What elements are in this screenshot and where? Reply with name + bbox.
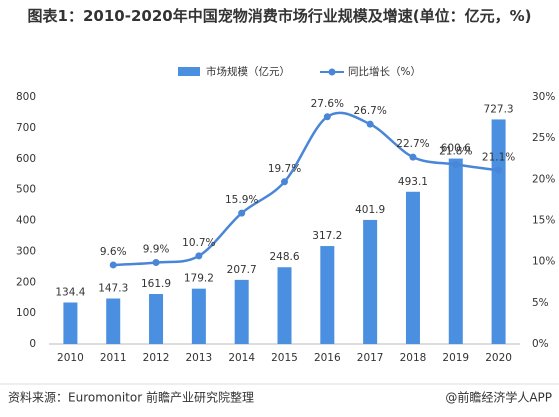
line-marker (323, 113, 331, 121)
y-tick-label: 300 (16, 245, 36, 257)
legend-label: 同比增长（%） (348, 65, 421, 78)
x-tick-label: 2013 (185, 352, 212, 364)
bar-label: 317.2 (312, 230, 342, 242)
y-tick-label: 800 (16, 91, 36, 103)
x-tick-label: 2010 (57, 352, 84, 364)
bar-label: 147.3 (98, 283, 128, 295)
x-tick-label: 2020 (485, 352, 512, 364)
y2-tick-label: 0% (532, 338, 549, 350)
line-marker (109, 261, 117, 269)
y2-tick-label: 5% (532, 297, 549, 309)
bar-label: 727.3 (484, 103, 514, 115)
x-tick-label: 2015 (271, 352, 298, 364)
bar-label: 134.4 (55, 287, 85, 299)
y2-tick-label: 30% (532, 91, 555, 103)
bar (363, 219, 378, 344)
bar (234, 279, 249, 344)
y-tick-label: 600 (16, 153, 36, 165)
bar-label: 207.7 (227, 264, 257, 276)
y-tick-label: 0 (29, 338, 36, 350)
bar-label: 600.6 (441, 143, 471, 155)
y2-tick-label: 20% (532, 173, 555, 185)
y-tick-label: 100 (16, 307, 36, 319)
line-label: 21.8% (439, 146, 472, 158)
legend-swatch (178, 67, 200, 76)
bar (106, 298, 121, 344)
line-label: 10.7% (182, 237, 215, 249)
x-tick-label: 2012 (143, 352, 170, 364)
x-tick-label: 2018 (400, 352, 427, 364)
y-tick-label: 400 (16, 215, 36, 227)
bar (448, 158, 463, 344)
bar (149, 294, 164, 344)
bar (277, 267, 292, 344)
line-marker (366, 120, 374, 128)
line-label: 27.6% (311, 98, 344, 110)
bar-label: 179.2 (184, 273, 214, 285)
x-tick-label: 2016 (314, 352, 341, 364)
x-tick-label: 2017 (357, 352, 384, 364)
bar-label: 248.6 (269, 251, 299, 263)
y-tick-label: 500 (16, 184, 36, 196)
source: 资料来源：Euromonitor 前瞻产业研究院整理 (8, 390, 254, 405)
bar (191, 288, 206, 344)
line-marker (409, 153, 417, 161)
legend-swatch (328, 68, 336, 76)
line-marker (281, 178, 288, 186)
bar (320, 246, 335, 344)
line-marker (152, 258, 160, 266)
bar-label: 401.9 (355, 204, 385, 216)
line-label: 22.7% (396, 138, 429, 150)
bar (405, 191, 420, 344)
line-label: 26.7% (353, 105, 386, 117)
y-tick-label: 700 (16, 122, 36, 134)
line (113, 111, 499, 267)
line-marker (452, 161, 460, 169)
line-marker (495, 166, 503, 174)
line-label: 9.6% (100, 246, 127, 258)
line-marker (195, 252, 203, 260)
x-tick-label: 2014 (228, 352, 255, 364)
chart-title: 图表1：2010-2020年中国宠物消费市场行业规模及增速(单位：亿元，%) (27, 7, 532, 25)
y-tick-label: 200 (16, 276, 36, 288)
x-tick-label: 2011 (100, 352, 127, 364)
y2-tick-label: 15% (532, 215, 555, 227)
y2-tick-label: 25% (532, 132, 555, 144)
legend-label: 市场规模（亿元） (206, 65, 290, 78)
x-tick-label: 2019 (442, 352, 469, 364)
bar (491, 119, 506, 344)
bar-label: 161.9 (141, 278, 171, 290)
bar (63, 302, 78, 344)
bar-label: 493.1 (398, 176, 428, 188)
y2-tick-label: 10% (532, 256, 555, 268)
line-label: 19.7% (268, 163, 301, 175)
line-label: 15.9% (225, 194, 258, 206)
line-label: 21.1% (482, 151, 515, 163)
credit: @前瞻经济学人APP (445, 390, 552, 405)
line-marker (238, 209, 246, 217)
line-label: 9.9% (143, 243, 170, 255)
